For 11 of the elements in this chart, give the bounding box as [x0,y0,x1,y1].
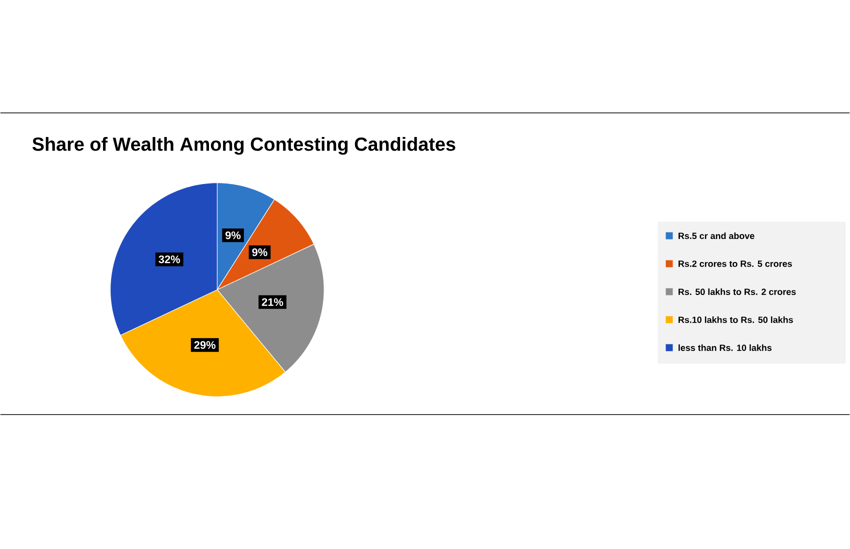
data-label: 9% [225,231,241,239]
legend-label: Rs.10 lakhs to Rs. 50 lakhs [678,316,793,323]
data-label: 9% [252,248,268,256]
legend-label: Rs.5 cr and above [678,232,754,239]
data-label: 29% [194,340,216,349]
data-label: 21% [262,298,284,306]
chart-title: Share of Wealth Among Contesting Candidates [32,136,456,154]
legend-label: less than Rs. 10 lakhs [678,344,772,351]
legend-label: Rs.2 crores to Rs. 5 crores [678,260,792,267]
legend-label: Rs. 50 lakhs to Rs. 2 crores [678,288,796,295]
data-label: 32% [158,255,180,264]
